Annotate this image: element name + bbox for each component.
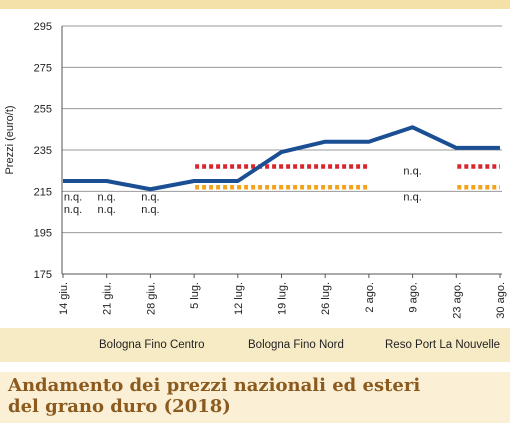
x-tick-2-ago: 2 ago. (364, 282, 376, 313)
x-tick-28-giu: 28 giu. (145, 282, 157, 315)
x-tick-9-ago: 9 ago. (408, 282, 420, 313)
annotation-nq-4: n.q. (141, 192, 159, 204)
x-tick-30-ago: 30 ago. (495, 282, 507, 319)
line-chart: 175 195 215 235 255 275 295 14 giu. 21 giu. 28 g… (4, 21, 507, 319)
y-tick-255: 255 (34, 104, 52, 116)
y-tick-labels: 175 195 215 235 255 275 295 (34, 21, 52, 281)
y-tick-295: 295 (34, 21, 52, 33)
annotation-nq-7: n.q. (403, 192, 421, 204)
annotation-nq-2: n.q. (98, 192, 116, 204)
caption-box: Andamento dei prezzi nazionali ed esteri… (0, 372, 510, 423)
x-tick-21-giu: 21 giu. (102, 282, 114, 315)
legend-label-reso-port-la-nouvelle: Reso Port La Nouvelle (385, 339, 501, 351)
x-tick-labels: 14 giu. 21 giu. 28 giu. 5 lug. 12 lug. 19 lug… (58, 274, 507, 319)
annotation-nq-6: n.q. (403, 166, 421, 178)
legend-label-bologna-fino-centro: Bologna Fino Centro (99, 339, 205, 351)
x-tick-12-lug: 12 lug. (233, 282, 245, 315)
annotations: n.q.n.q.n.q.n.q.n.q.n.q.n.q.n.q. (64, 166, 422, 216)
y-tick-175: 175 (34, 269, 52, 281)
y-tick-275: 275 (34, 62, 52, 74)
y-tick-235: 235 (34, 145, 52, 157)
y-axis-label: Prezzi (euro/t) (4, 105, 16, 174)
x-tick-23-ago: 23 ago. (451, 282, 463, 319)
x-tick-14-giu: 14 giu. (58, 282, 70, 315)
figure-title: Andamento dei prezzi nazionali ed esteri… (8, 375, 421, 417)
x-tick-19-lug: 19 lug. (277, 282, 289, 315)
series-reso-port-la-nouvelle-line (63, 125, 500, 192)
top-decoration-bar (0, 0, 510, 9)
y-tick-215: 215 (34, 186, 52, 198)
legend-label-bologna-fino-nord: Bologna Fino Nord (248, 339, 344, 351)
annotation-nq-5: n.q. (141, 204, 159, 216)
annotation-nq-3: n.q. (98, 204, 116, 216)
x-tick-26-lug: 26 lug. (320, 282, 332, 315)
annotation-nq-0: n.q. (64, 192, 82, 204)
y-tick-195: 195 (34, 228, 52, 240)
annotation-nq-1: n.q. (64, 204, 82, 216)
legend: Bologna Fino Centro Bologna Fino Nord Re… (0, 328, 510, 362)
gridlines (61, 25, 502, 275)
x-tick-5-lug: 5 lug. (189, 282, 201, 309)
series-lines (63, 125, 500, 192)
